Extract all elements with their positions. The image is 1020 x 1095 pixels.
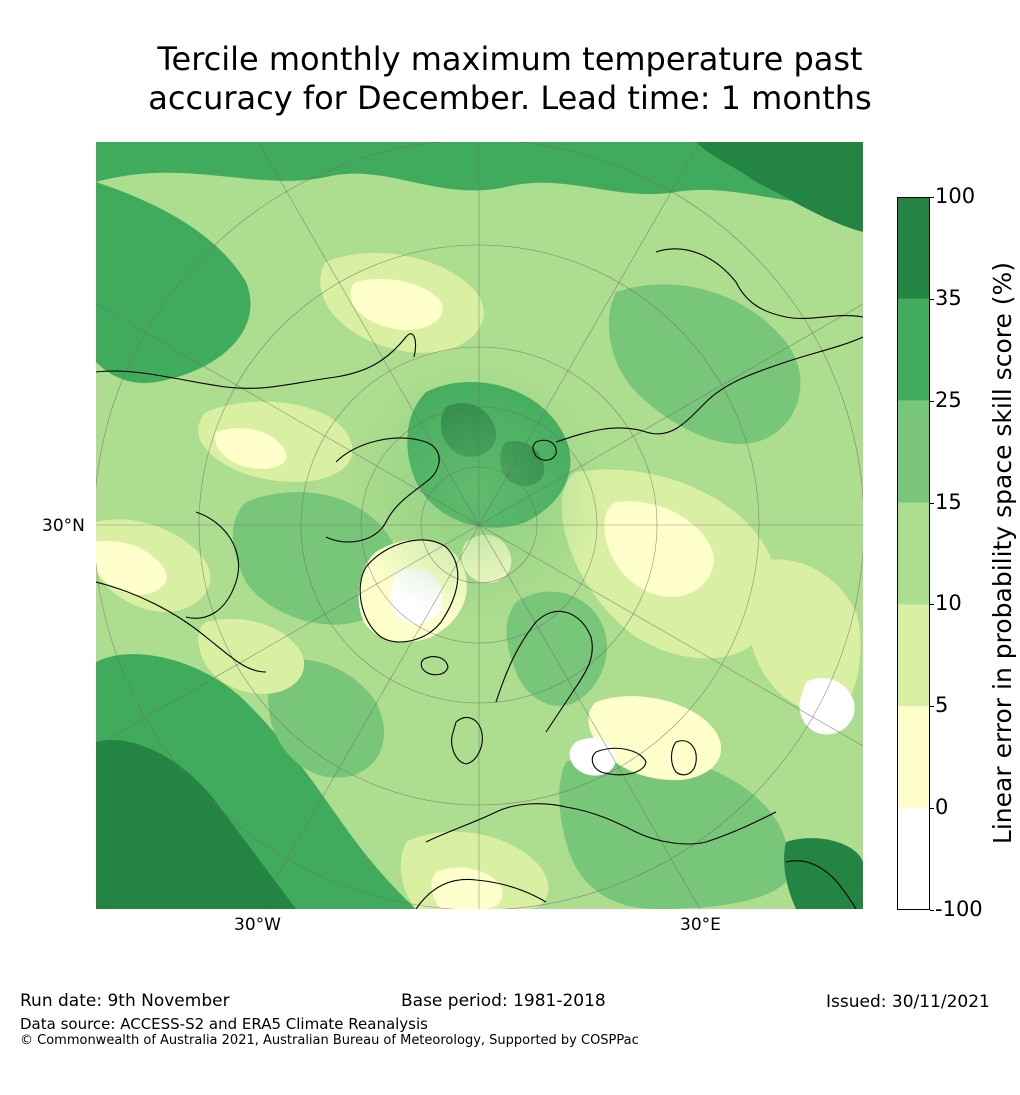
data-source: Data source: ACCESS-S2 and ERA5 Climate … [20,1015,428,1033]
colorbar-label: Linear error in probability space skill … [988,261,1017,845]
hudson-pale [96,541,167,595]
pacific-high-skill [96,142,863,205]
colorbar-tick-mark [930,400,934,402]
coast-alaska [96,333,417,389]
meridian-120w [96,303,480,526]
coast-uk [451,717,483,765]
colorbar-bin [897,808,930,910]
chart-title: Tercile monthly maximum temperature past… [0,40,1020,118]
title-line-2: accuracy for December. Lead time: 1 mont… [148,79,872,117]
coastlines [96,248,863,909]
coast-europe [425,803,777,845]
colorbar-tick-label: 5 [935,693,949,718]
middle-east-pale [588,696,722,781]
asia-white [799,678,855,735]
alaska-pale [215,428,287,469]
lon-label-30w: 30°W [234,915,281,935]
ne-corner-skill [696,142,863,232]
coast-india [785,860,857,909]
coast-russia-north [555,336,863,443]
base-period: Base period: 1981-2018 [401,991,606,1011]
meridian-120e [478,303,863,526]
colorbar-tick-label: 100 [935,184,976,208]
colorbar-tick-mark [930,706,934,708]
colorbar-tick-mark [930,604,934,606]
pacific-mid-light [350,278,443,330]
coast-labrador [96,581,267,673]
run-date: Run date: 9th November [20,991,230,1011]
colorbar-tick-mark [930,910,934,911]
colorbar-bin [897,197,930,299]
skill-score-map [96,142,863,909]
meridian-30w [257,524,480,909]
coast-canada-arctic [325,437,440,543]
mid-atlantic-skill [267,659,385,778]
colorbar-tick-label: 0 [935,795,949,820]
coast-hudson [185,511,240,619]
colorbar-bin [897,604,930,707]
siberia-skill [608,284,801,444]
colorbar-tick-label: -100 [935,897,983,921]
graticule [96,142,863,909]
europe-south-skill [559,751,789,909]
se-corner-dark [784,838,863,909]
colorbar-tick-mark [930,502,934,504]
title-line-1: Tercile monthly maximum temperature past [157,40,863,78]
coast-scandinavia [495,610,593,733]
coast-svalbard [532,439,557,461]
copyright: © Commonwealth of Australia 2021, Austra… [20,1033,639,1048]
meridian-60e [478,524,863,747]
colorbar-tick-label: 15 [935,489,962,514]
colorbar-bin [897,502,930,605]
colorbar-tick-label: 35 [935,285,962,310]
meridian-150w [257,142,480,526]
colorbar-tick-mark [930,298,934,300]
colorbar-bin [897,400,930,503]
coast-siberia-east [655,248,863,319]
lat-label-30n: 30°N [42,516,85,536]
nw-corner-skill [96,182,251,383]
colorbar [897,197,930,910]
coast-black-sea [591,747,647,776]
coast-africa [415,878,547,909]
arctic-glow [346,362,606,622]
meridian-60w [96,524,480,747]
lon-label-30e: 30°E [680,915,721,935]
colorbar-bin [897,298,930,401]
meridian-150e [478,142,701,526]
sw-corner-dark [96,740,296,909]
colorbar-tick-mark [930,197,934,198]
colorbar-tick-label: 25 [935,387,962,412]
colorbar-tick-label: 10 [935,591,962,616]
issued-date: Issued: 30/11/2021 [826,992,990,1012]
meridian-30e [478,524,701,909]
colorbar-bin [897,706,930,809]
africa-north-white [431,867,503,909]
coast-iceland [420,656,449,676]
coast-caspian [670,740,697,776]
colorbar-tick-mark [930,808,934,810]
asia-east-pale [747,559,861,712]
coast-greenland [359,539,459,643]
